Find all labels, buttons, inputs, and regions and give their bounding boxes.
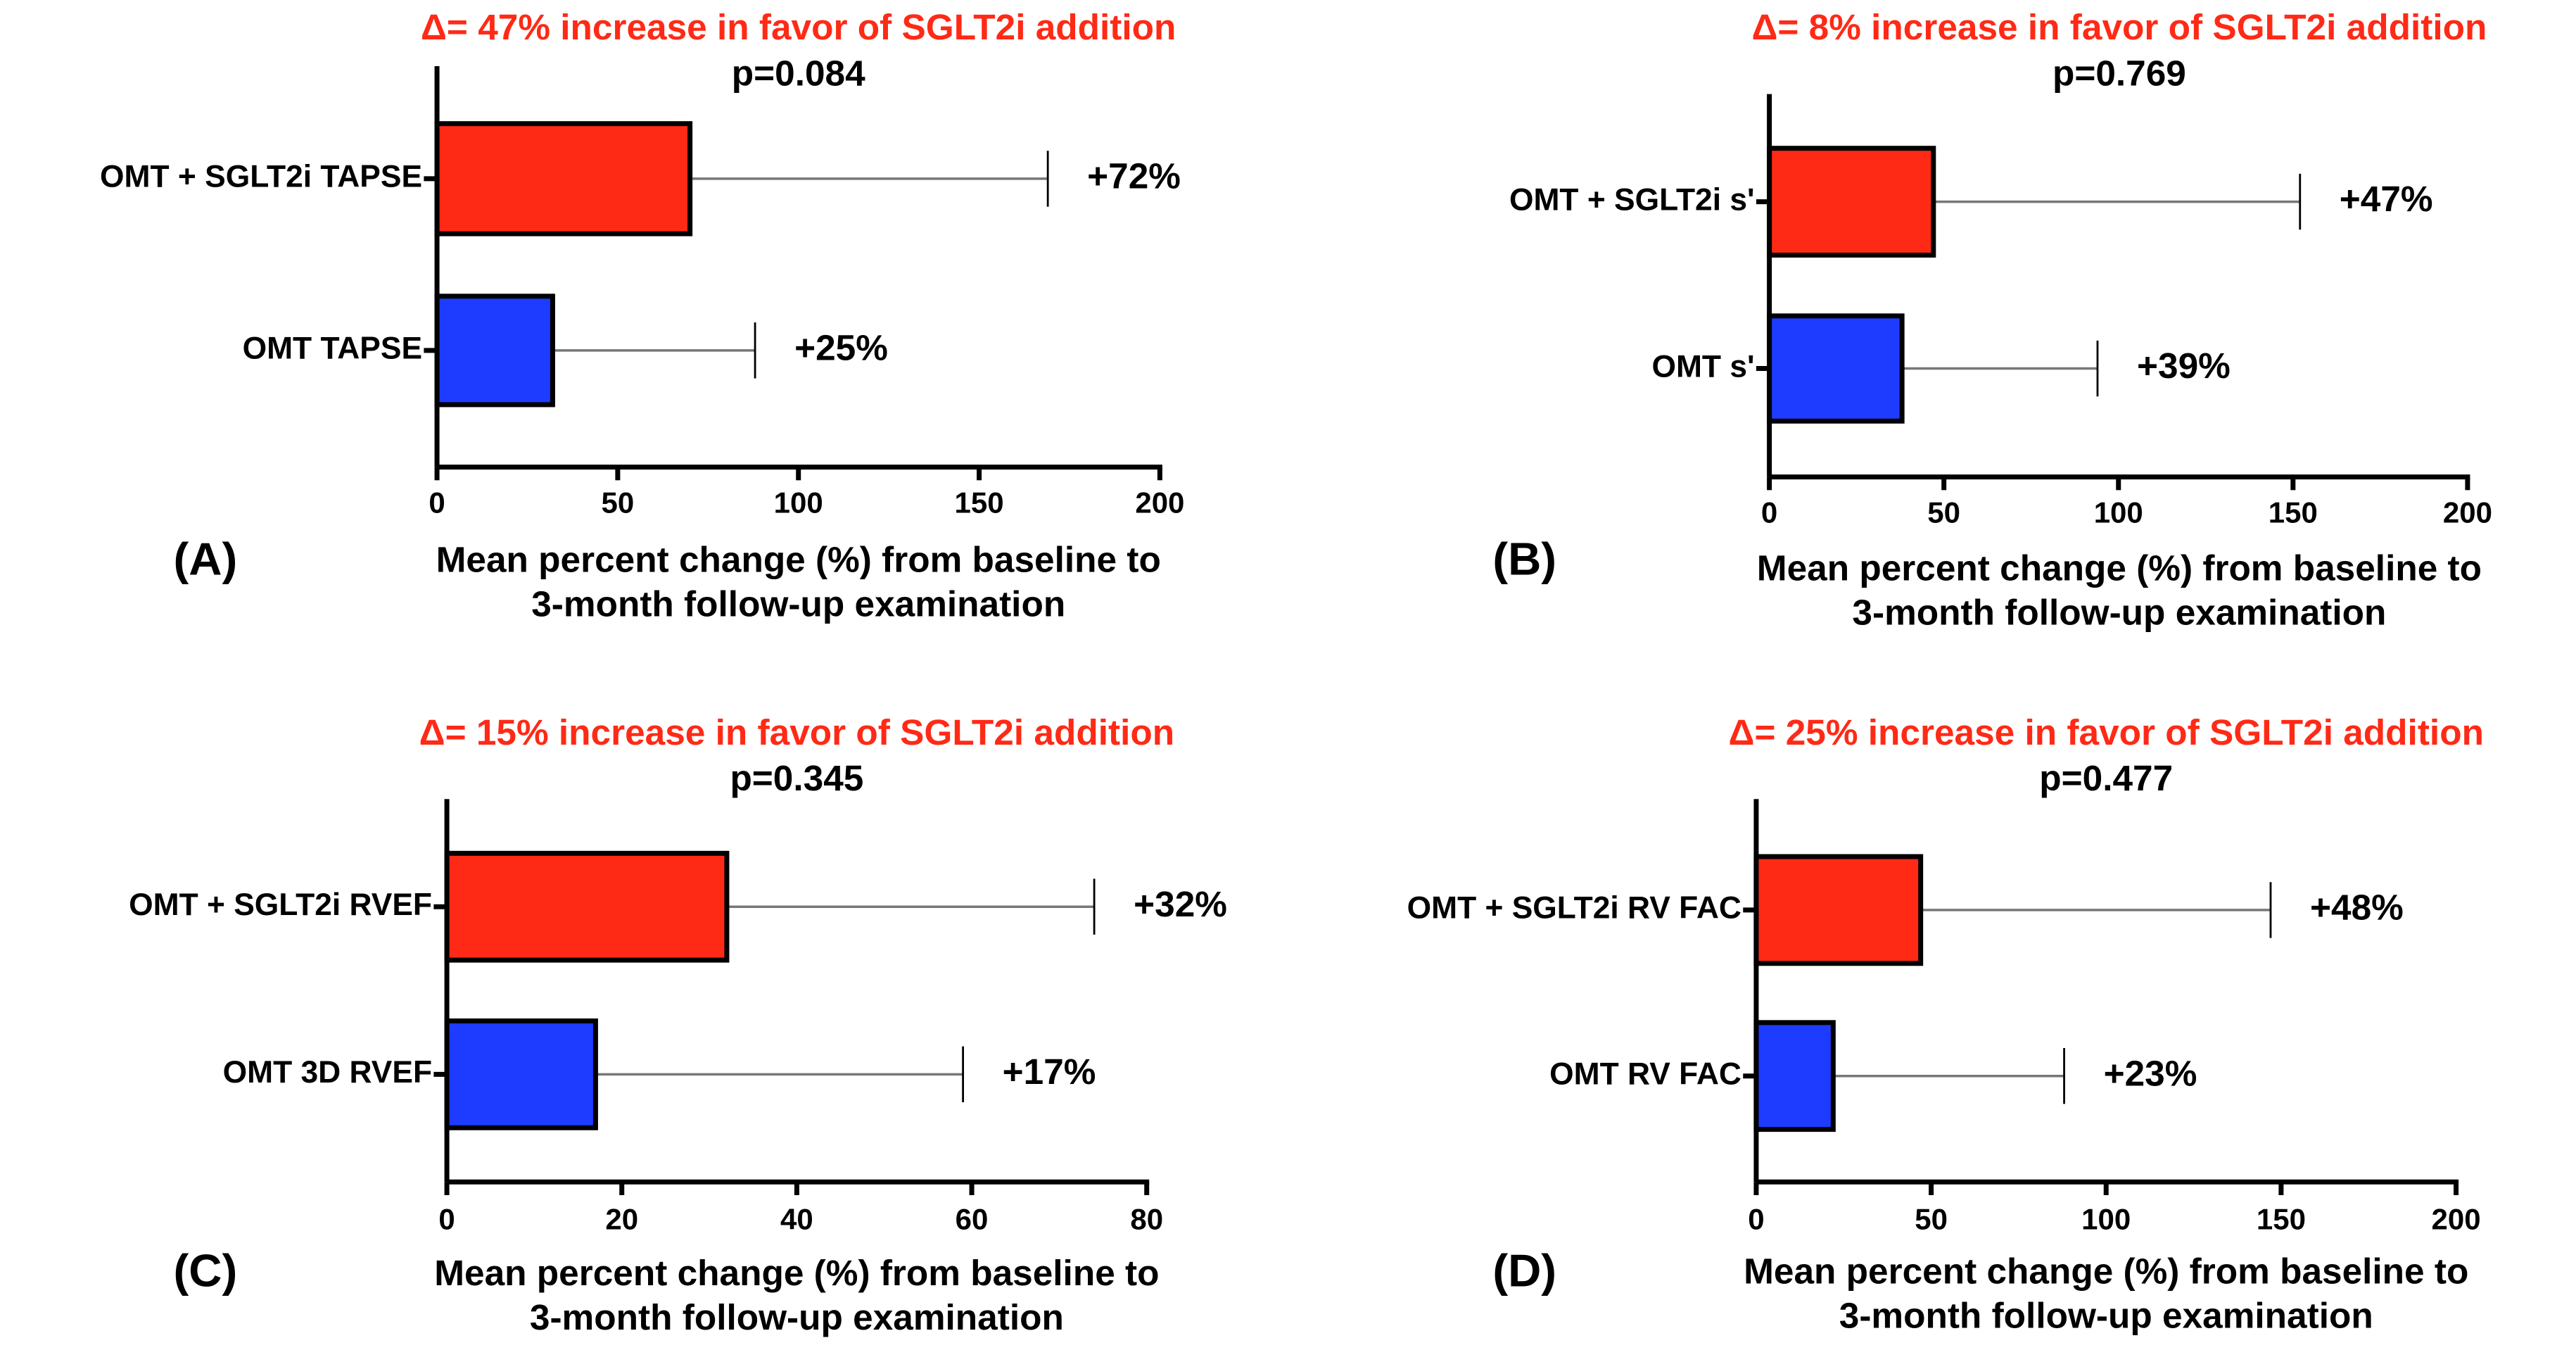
category-label: OMT + SGLT2i TAPSE	[100, 160, 422, 194]
category-label: OMT + SGLT2i RVEF	[129, 888, 432, 922]
category-label: OMT s'	[1651, 349, 1754, 384]
x-axis-label: Mean percent change (%) from baseline to	[1744, 1251, 2468, 1292]
x-tick-label: 0	[1748, 1202, 1764, 1235]
x-tick-label: 0	[438, 1202, 455, 1235]
value-label: +23%	[2104, 1053, 2197, 1093]
x-tick-label: 60	[956, 1202, 989, 1235]
chart-title: Δ= 47% increase in favor of SGLT2i addit…	[421, 7, 1176, 47]
value-label: +48%	[2310, 887, 2404, 927]
x-axis-label: 3-month follow-up examination	[530, 1297, 1064, 1337]
x-tick-label: 100	[2094, 496, 2143, 529]
x-axis-label: Mean percent change (%) from baseline to	[1757, 548, 2482, 588]
x-axis-label: 3-month follow-up examination	[531, 584, 1065, 624]
bar	[444, 1018, 598, 1130]
x-tick-label: 200	[2443, 496, 2492, 529]
panel-letter: (A)	[173, 533, 237, 584]
bar	[434, 121, 693, 236]
panel-letter: (C)	[173, 1244, 237, 1296]
x-tick-label: 150	[2257, 1202, 2306, 1235]
x-tick-label: 200	[2432, 1202, 2481, 1235]
x-tick-label: 80	[1130, 1202, 1163, 1235]
p-value-label: p=0.084	[732, 53, 865, 94]
bar	[444, 850, 730, 963]
x-axis-label: 3-month follow-up examination	[1839, 1296, 2373, 1336]
x-tick-label: 150	[2269, 496, 2318, 529]
x-tick-label: 100	[2081, 1202, 2131, 1235]
bar	[1753, 1020, 1836, 1133]
chart-title: Δ= 25% increase in favor of SGLT2i addit…	[1729, 712, 2484, 752]
value-label: +72%	[1087, 156, 1181, 196]
x-tick-label: 50	[1915, 1202, 1948, 1235]
panel-letter: (B)	[1492, 533, 1556, 584]
bar	[1753, 854, 1924, 966]
category-label: OMT RV FAC	[1549, 1056, 1741, 1091]
bar	[1767, 146, 1936, 258]
p-value-label: p=0.345	[730, 758, 863, 798]
x-tick-label: 40	[780, 1202, 813, 1235]
p-value-label: p=0.477	[2039, 758, 2173, 798]
x-tick-label: 20	[605, 1202, 638, 1235]
category-label: OMT + SGLT2i s'	[1509, 182, 1755, 217]
x-tick-label: 200	[1135, 486, 1184, 519]
chart-panel-a: Δ= 47% increase in favor of SGLT2i addit…	[100, 7, 1184, 624]
value-label: +17%	[1003, 1052, 1096, 1092]
chart-panel-d: Δ= 25% increase in favor of SGLT2i addit…	[1407, 712, 2484, 1336]
value-label: +47%	[2340, 179, 2433, 219]
x-tick-label: 0	[429, 486, 445, 519]
chart-title: Δ= 15% increase in favor of SGLT2i addit…	[419, 712, 1174, 752]
value-label: +39%	[2137, 346, 2231, 386]
bar	[1767, 313, 1905, 424]
bar	[434, 294, 555, 408]
category-label: OMT + SGLT2i RV FAC	[1407, 891, 1741, 926]
x-axis-label: 3-month follow-up examination	[1852, 592, 2386, 632]
value-label: +32%	[1134, 884, 1227, 924]
chart-title: Δ= 8% increase in favor of SGLT2i additi…	[1751, 7, 2487, 47]
x-tick-label: 0	[1761, 496, 1777, 529]
chart-panel-b: Δ= 8% increase in favor of SGLT2i additi…	[1492, 7, 2492, 632]
x-tick-label: 50	[1927, 496, 1960, 529]
value-label: +25%	[794, 327, 888, 367]
category-label: OMT TAPSE	[243, 332, 422, 366]
category-label: OMT 3D RVEF	[223, 1055, 432, 1090]
x-axis-label: Mean percent change (%) from baseline to	[434, 1253, 1159, 1293]
panel-letter: (D)	[1492, 1244, 1556, 1296]
chart-panel-c: Δ= 15% increase in favor of SGLT2i addit…	[129, 712, 1227, 1337]
p-value-label: p=0.769	[2052, 53, 2186, 94]
x-axis-label: Mean percent change (%) from baseline to	[436, 540, 1161, 580]
x-tick-label: 150	[954, 486, 1003, 519]
x-tick-label: 100	[774, 486, 823, 519]
x-tick-label: 50	[602, 486, 635, 519]
